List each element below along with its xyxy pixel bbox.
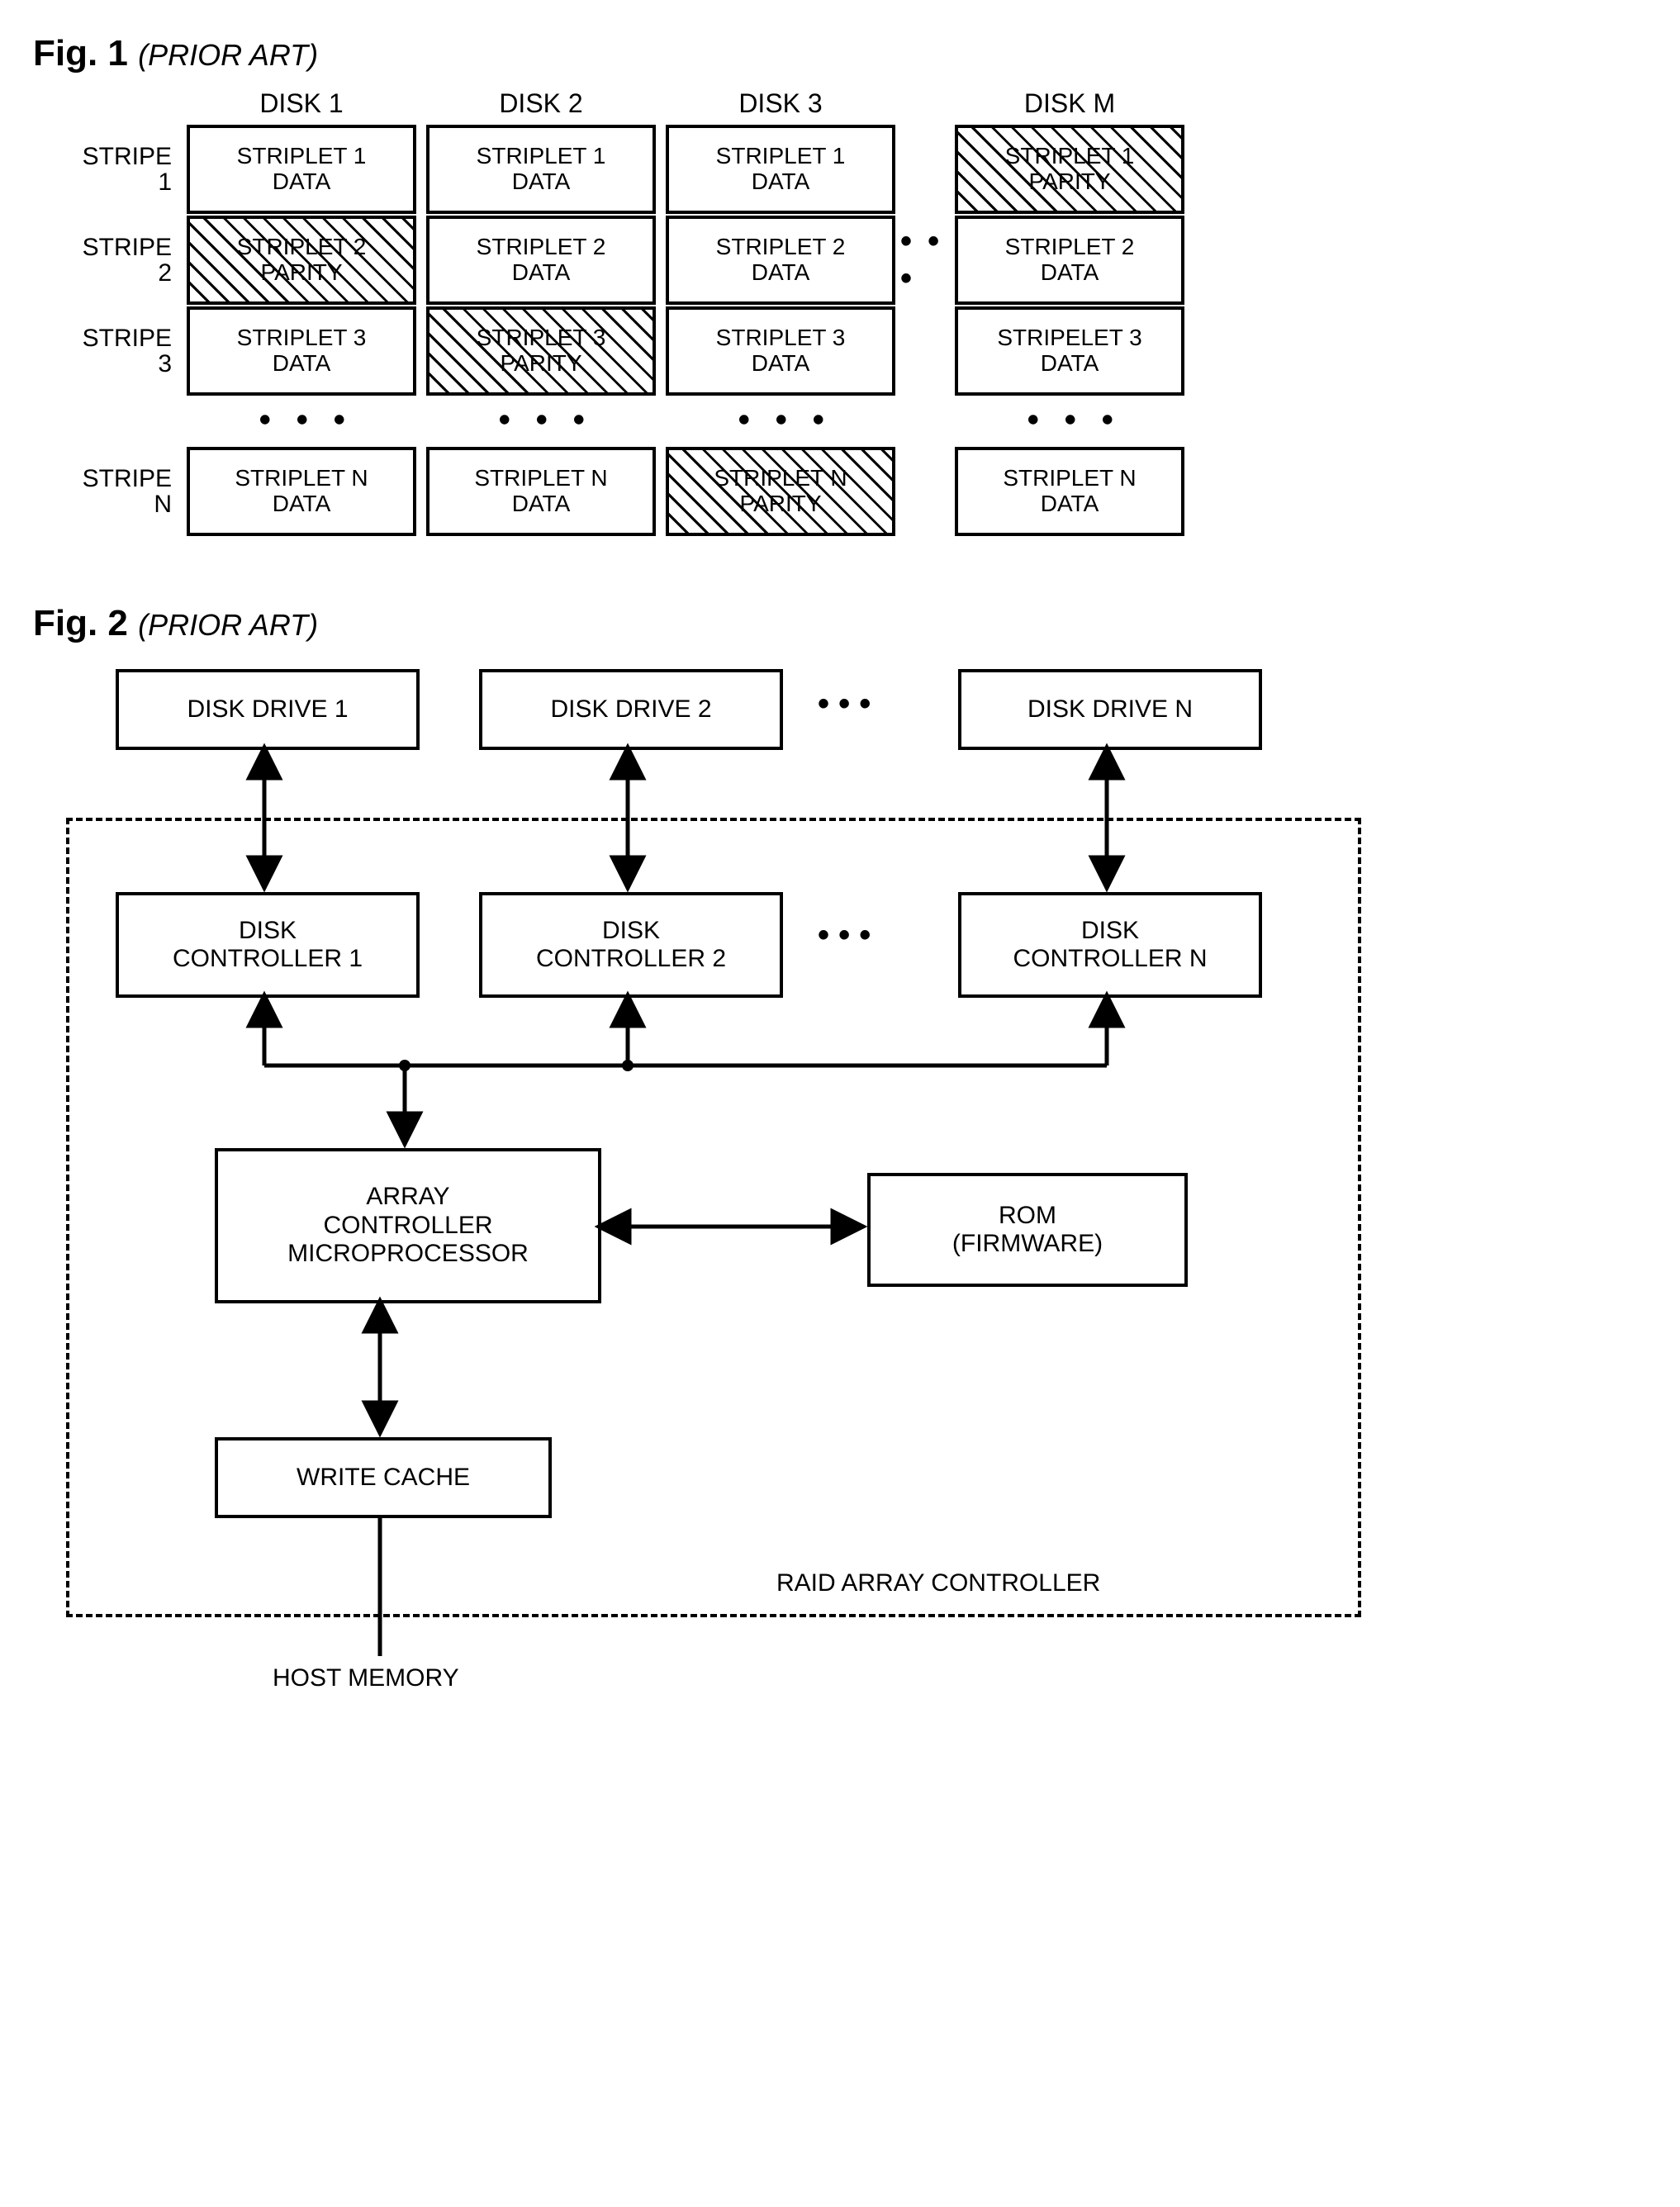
host-memory-label: HOST MEMORY xyxy=(273,1664,459,1692)
cell-line1: STRIPELET 3 xyxy=(997,325,1141,351)
cell-line1: STRIPLET N xyxy=(714,466,847,491)
fig2-title-prefix: Fig. 2 xyxy=(33,603,128,643)
striplet-cell-parity: STRIPLET 3PARITY xyxy=(426,306,656,396)
row-label-text: STRIPE N xyxy=(83,465,172,519)
row-label-text: STRIPE 2 xyxy=(83,234,172,287)
fig2-canvas: DISK DRIVE 1 DISK DRIVE 2 • • • DISK DRI… xyxy=(33,653,1437,1726)
disk-header: DISK 1 xyxy=(259,88,343,119)
box-text: DISK CONTROLLER 2 xyxy=(536,917,726,974)
cell-line2: DATA xyxy=(273,169,331,195)
fig1-title-prefix: Fig. 1 xyxy=(33,33,128,74)
box-text: ARRAY CONTROLLER MICROPROCESSOR xyxy=(287,1183,529,1269)
cell-line2: DATA xyxy=(273,351,331,377)
striplet-cell: STRIPLET 3DATA xyxy=(187,306,416,396)
cell-line2: DATA xyxy=(1041,260,1099,286)
striplet-cell: STRIPLET 2DATA xyxy=(426,216,656,305)
ellipsis-vdots: • • • xyxy=(246,414,358,429)
striplet-cell: STRIPLET 1DATA xyxy=(666,125,895,214)
striplet-cell: STRIPLET NDATA xyxy=(426,447,656,536)
cell-line2: DATA xyxy=(512,169,571,195)
ellipsis-vdots: • • • xyxy=(486,414,597,429)
cell-line2: PARITY xyxy=(1028,169,1110,195)
fig1-title-suffix: (PRIOR ART) xyxy=(138,38,318,72)
cell-line2: DATA xyxy=(1041,351,1099,377)
stripe-label: STRIPE N xyxy=(83,466,182,518)
striplet-cell: STRIPLET NDATA xyxy=(955,447,1184,536)
cell-line1: STRIPLET 1 xyxy=(237,144,367,169)
ellipsis-hdots: • • • xyxy=(818,917,871,954)
striplet-cell-parity: STRIPLET NPARITY xyxy=(666,447,895,536)
ellipsis-vdots: • • • xyxy=(1014,414,1126,429)
ellipsis-hdots: • • • xyxy=(818,686,871,723)
disk-drive-box: DISK DRIVE 2 xyxy=(479,669,783,750)
striplet-cell: STRIPLET 2DATA xyxy=(666,216,895,305)
cell-line2: PARITY xyxy=(500,351,581,377)
box-text: WRITE CACHE xyxy=(297,1464,470,1493)
cell-line1: STRIPLET 2 xyxy=(1005,235,1135,260)
fig1-title: Fig. 1 (PRIOR ART) xyxy=(33,33,1647,74)
disk-header: DISK 3 xyxy=(738,88,822,119)
box-text: DISK DRIVE N xyxy=(1027,695,1193,724)
cell-line1: STRIPLET 2 xyxy=(237,235,367,260)
cell-line2: PARITY xyxy=(739,491,821,517)
disk-drive-box: DISK DRIVE N xyxy=(958,669,1262,750)
fig2-title-suffix: (PRIOR ART) xyxy=(138,608,318,642)
disk-controller-box: DISK CONTROLLER N xyxy=(958,892,1262,998)
cell-line1: STRIPLET 3 xyxy=(477,325,606,351)
cell-line1: STRIPLET 1 xyxy=(716,144,846,169)
cell-line1: STRIPLET N xyxy=(474,466,607,491)
striplet-cell: STRIPLET NDATA xyxy=(187,447,416,536)
ellipsis-hdots: • • • xyxy=(900,223,950,297)
disk-controller-box: DISK CONTROLLER 1 xyxy=(116,892,420,998)
row-label-text: STRIPE 1 xyxy=(83,143,172,197)
stripe-label: STRIPE 2 xyxy=(83,235,182,287)
rom-box: ROM (FIRMWARE) xyxy=(867,1173,1188,1287)
cell-line2: DATA xyxy=(512,491,571,517)
cell-line2: DATA xyxy=(752,169,810,195)
striplet-cell: STRIPLET 1DATA xyxy=(426,125,656,214)
cell-line1: STRIPLET 2 xyxy=(477,235,606,260)
disk-drive-box: DISK DRIVE 1 xyxy=(116,669,420,750)
stripe-label: STRIPE 1 xyxy=(83,144,182,196)
striplet-cell: STRIPELET 3DATA xyxy=(955,306,1184,396)
disk-controller-box: DISK CONTROLLER 2 xyxy=(479,892,783,998)
box-text: DISK CONTROLLER 1 xyxy=(173,917,363,974)
figure-2: Fig. 2 (PRIOR ART) DISK DRIVE 1 DISK DRI… xyxy=(33,603,1647,1726)
cell-line1: STRIPLET 3 xyxy=(716,325,846,351)
cell-line1: STRIPLET 1 xyxy=(1005,144,1135,169)
striplet-cell: STRIPLET 1DATA xyxy=(187,125,416,214)
cell-line1: STRIPLET 2 xyxy=(716,235,846,260)
disk-header: DISK 2 xyxy=(499,88,582,119)
striplet-cell-parity: STRIPLET 2PARITY xyxy=(187,216,416,305)
cell-line1: STRIPLET 3 xyxy=(237,325,367,351)
figure-1: Fig. 1 (PRIOR ART) DISK 1 DISK 2 DISK 3 … xyxy=(33,33,1647,537)
row-label-text: STRIPE 3 xyxy=(83,325,172,378)
fig1-grid: DISK 1 DISK 2 DISK 3 DISK M STRIPE 1 STR… xyxy=(33,83,1647,537)
cell-line2: DATA xyxy=(1041,491,1099,517)
box-text: DISK DRIVE 2 xyxy=(550,695,711,724)
cell-line1: STRIPLET N xyxy=(235,466,368,491)
array-controller-box: ARRAY CONTROLLER MICROPROCESSOR xyxy=(215,1148,601,1303)
ellipsis-vdots: • • • xyxy=(725,414,837,429)
striplet-cell-parity: STRIPLET 1PARITY xyxy=(955,125,1184,214)
box-text: DISK DRIVE 1 xyxy=(187,695,348,724)
striplet-cell: STRIPLET 2DATA xyxy=(955,216,1184,305)
cell-line2: DATA xyxy=(752,260,810,286)
cell-line1: STRIPLET 1 xyxy=(477,144,606,169)
box-text: ROM (FIRMWARE) xyxy=(952,1202,1103,1259)
box-text: DISK CONTROLLER N xyxy=(1013,917,1207,974)
cell-line2: DATA xyxy=(512,260,571,286)
cell-line1: STRIPLET N xyxy=(1003,466,1136,491)
fig2-title: Fig. 2 (PRIOR ART) xyxy=(33,603,1647,644)
cell-line2: PARITY xyxy=(260,260,342,286)
striplet-cell: STRIPLET 3DATA xyxy=(666,306,895,396)
cell-line2: DATA xyxy=(752,351,810,377)
raid-controller-label: RAID ARRAY CONTROLLER xyxy=(776,1569,1100,1597)
cell-line2: DATA xyxy=(273,491,331,517)
disk-header: DISK M xyxy=(1024,88,1115,119)
write-cache-box: WRITE CACHE xyxy=(215,1437,552,1518)
stripe-label: STRIPE 3 xyxy=(83,325,182,377)
